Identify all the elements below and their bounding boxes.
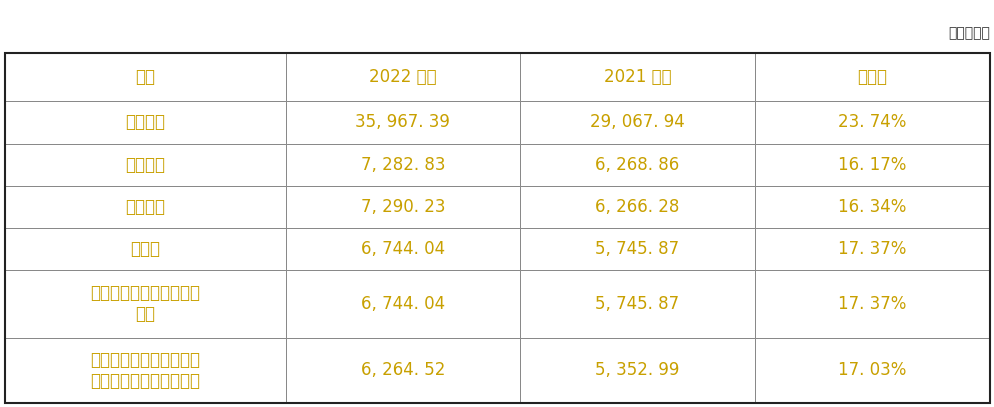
- Bar: [5, 337, 285, 403]
- Text: 单位：万元: 单位：万元: [947, 27, 989, 41]
- Bar: [753, 53, 988, 101]
- Bar: [753, 337, 988, 403]
- Bar: [285, 144, 520, 186]
- Text: 6, 264. 52: 6, 264. 52: [361, 361, 444, 379]
- Bar: [520, 186, 753, 228]
- Text: 17. 37%: 17. 37%: [837, 295, 906, 313]
- Bar: [753, 186, 988, 228]
- Text: 扣除非经常性损益后归属
于母公司所有者的净利润: 扣除非经常性损益后归属 于母公司所有者的净利润: [90, 351, 200, 389]
- Text: 16. 17%: 16. 17%: [837, 155, 906, 174]
- Text: 17. 03%: 17. 03%: [837, 361, 906, 379]
- Bar: [285, 186, 520, 228]
- Text: 营业收入: 营业收入: [125, 114, 165, 131]
- Bar: [5, 270, 285, 337]
- Bar: [5, 186, 285, 228]
- Bar: [520, 144, 753, 186]
- Text: 6, 266. 28: 6, 266. 28: [594, 198, 679, 216]
- Text: 归属于母公司所有者的净
利润: 归属于母公司所有者的净 利润: [90, 284, 200, 323]
- Text: 6, 744. 04: 6, 744. 04: [361, 240, 444, 258]
- Text: 7, 290. 23: 7, 290. 23: [360, 198, 444, 216]
- Bar: [753, 270, 988, 337]
- Bar: [285, 53, 520, 101]
- Text: 净利润: 净利润: [130, 240, 160, 258]
- Text: 变动率: 变动率: [856, 68, 886, 86]
- Text: 利润总额: 利润总额: [125, 198, 165, 216]
- Text: 5, 745. 87: 5, 745. 87: [594, 240, 679, 258]
- Text: 5, 352. 99: 5, 352. 99: [594, 361, 679, 379]
- Text: 2022 年度: 2022 年度: [369, 68, 436, 86]
- Text: 29, 067. 94: 29, 067. 94: [589, 114, 684, 131]
- Bar: [5, 144, 285, 186]
- Text: 2021 年度: 2021 年度: [603, 68, 671, 86]
- Text: 23. 74%: 23. 74%: [837, 114, 906, 131]
- Bar: [5, 228, 285, 270]
- Text: 6, 268. 86: 6, 268. 86: [594, 155, 679, 174]
- Bar: [5, 53, 285, 101]
- Text: 项目: 项目: [135, 68, 155, 86]
- Text: 7, 282. 83: 7, 282. 83: [360, 155, 444, 174]
- Bar: [753, 101, 988, 144]
- Bar: [285, 270, 520, 337]
- Bar: [520, 53, 753, 101]
- Bar: [285, 228, 520, 270]
- Text: 17. 37%: 17. 37%: [837, 240, 906, 258]
- Text: 35, 967. 39: 35, 967. 39: [355, 114, 450, 131]
- Text: 6, 744. 04: 6, 744. 04: [361, 295, 444, 313]
- Bar: [520, 270, 753, 337]
- Text: 16. 34%: 16. 34%: [837, 198, 906, 216]
- Text: 营业利润: 营业利润: [125, 155, 165, 174]
- Bar: [520, 337, 753, 403]
- Bar: [5, 53, 989, 403]
- Text: 5, 745. 87: 5, 745. 87: [594, 295, 679, 313]
- Bar: [285, 337, 520, 403]
- Bar: [753, 144, 988, 186]
- Bar: [5, 101, 285, 144]
- Bar: [285, 101, 520, 144]
- Bar: [520, 101, 753, 144]
- Bar: [753, 228, 988, 270]
- Bar: [520, 228, 753, 270]
